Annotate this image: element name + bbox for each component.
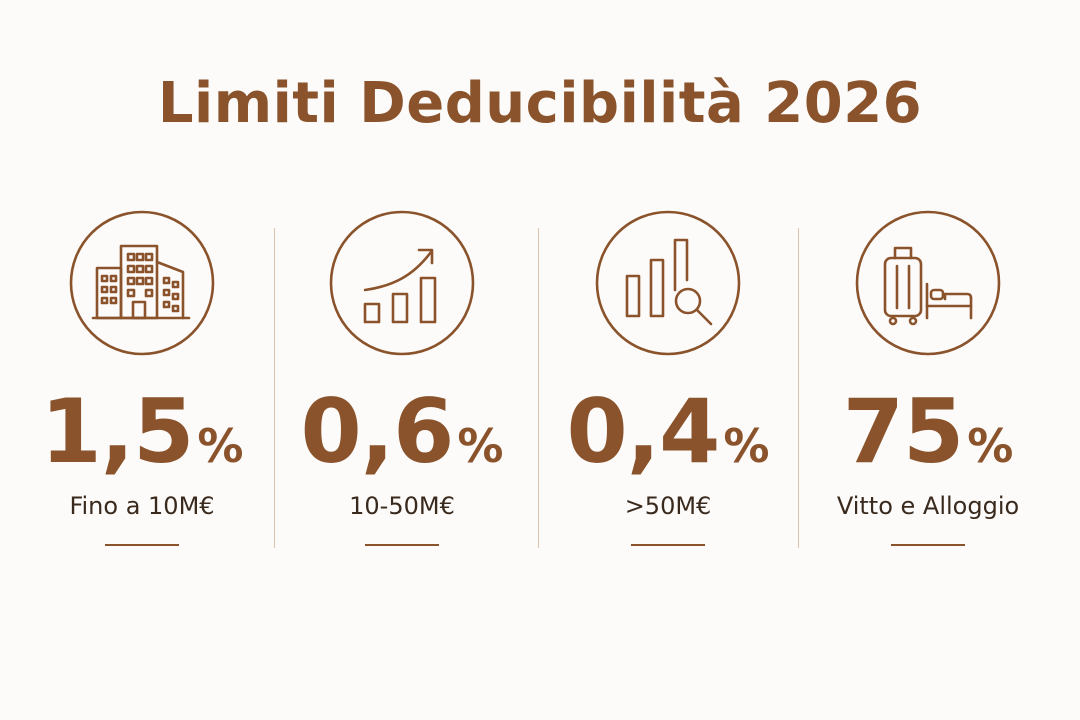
- stat-value: 0,6: [300, 380, 455, 483]
- stat-value-row: 75%: [798, 382, 1058, 507]
- stat-unit: %: [967, 419, 1014, 473]
- stat-value: 75: [842, 380, 964, 483]
- stat-value-row: 1,5%: [12, 382, 272, 507]
- stat-underline: [105, 544, 179, 546]
- stat-card-1: 1,5% Fino a 10M€: [12, 210, 272, 570]
- stat-card-4: 75% Vitto e Alloggio: [798, 210, 1058, 570]
- column-divider: [538, 228, 539, 548]
- stat-underline: [365, 544, 439, 546]
- column-divider: [798, 228, 799, 548]
- stat-card-3: 0,4% >50M€: [538, 210, 798, 570]
- stat-card-2: 0,6% 10-50M€: [272, 210, 532, 570]
- column-divider: [274, 228, 275, 548]
- stat-underline: [631, 544, 705, 546]
- analytics-search-icon: [595, 210, 741, 356]
- stat-value: 1,5: [40, 380, 195, 483]
- page-title: Limiti Deducibilità 2026: [157, 71, 923, 136]
- stat-label: 10-50M€: [349, 492, 455, 520]
- stat-value-row: 0,4%: [538, 382, 798, 507]
- office-building-icon: [69, 210, 215, 356]
- stat-value: 0,4: [566, 380, 721, 483]
- stat-label: >50M€: [624, 492, 712, 520]
- stat-unit: %: [457, 419, 504, 473]
- growth-chart-icon: [329, 210, 475, 356]
- stat-unit: %: [723, 419, 770, 473]
- travel-lodging-icon: [855, 210, 1001, 356]
- stat-label: Fino a 10M€: [69, 492, 215, 520]
- stat-label: Vitto e Alloggio: [836, 492, 1020, 520]
- stat-value-row: 0,6%: [272, 382, 532, 507]
- stat-underline: [891, 544, 965, 546]
- stat-unit: %: [197, 419, 244, 473]
